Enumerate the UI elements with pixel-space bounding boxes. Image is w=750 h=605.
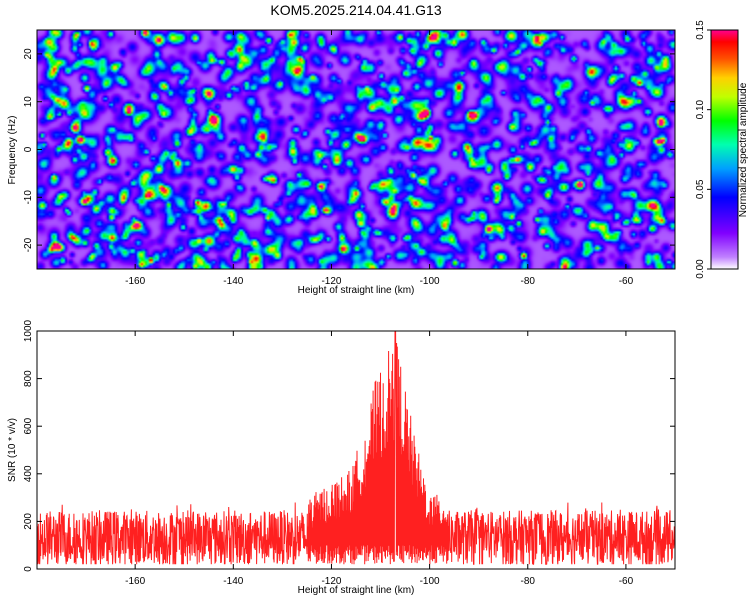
heatmap-x-tick-label: -120 bbox=[321, 276, 341, 287]
heatmap-x-tick-label: -80 bbox=[521, 276, 536, 287]
heatmap-image bbox=[37, 30, 675, 269]
colorbar-ticks: 0.00 0.05 0.10 0.15 bbox=[695, 20, 711, 279]
snr-x-tick-label: -160 bbox=[125, 576, 145, 587]
snr-series-line bbox=[37, 331, 675, 565]
snr-x-tick-label: -120 bbox=[321, 576, 341, 587]
heatmap-y-ticks: -20 -10 0 10 20 bbox=[23, 48, 675, 252]
heatmap-y-axis-label: Frequency (Hz) bbox=[7, 116, 18, 185]
snr-y-tick-label: 1000 bbox=[23, 319, 34, 342]
snr-y-tick-label: 200 bbox=[23, 513, 34, 530]
snr-x-ticks: -160 -140 -120 -100 -80 -60 bbox=[125, 331, 634, 587]
snr-y-ticks: 0 200 400 600 800 1000 bbox=[23, 319, 675, 572]
heatmap-y-tick-label: -20 bbox=[23, 237, 34, 252]
snr-panel: -160 -140 -120 -100 -80 -60 0 200 400 600 800 1000… bbox=[7, 319, 676, 596]
colorbar-label: Normalized spectral amplitude bbox=[738, 82, 749, 217]
heatmap-x-tick-label: -140 bbox=[223, 276, 243, 287]
snr-y-tick-label: 600 bbox=[23, 417, 34, 434]
colorbar-tick-label: 0.10 bbox=[695, 99, 706, 119]
snr-x-tick-label: -80 bbox=[521, 576, 536, 587]
colorbar-tick-label: 0.15 bbox=[695, 20, 706, 40]
snr-y-tick-label: 400 bbox=[23, 465, 34, 482]
colorbar-gradient bbox=[710, 29, 739, 270]
heatmap-x-tick-label: -60 bbox=[619, 276, 634, 287]
heatmap-y-tick-label: -10 bbox=[23, 190, 34, 205]
colorbar: 0.00 0.05 0.10 0.15 Normalized spectral amp… bbox=[695, 20, 749, 279]
snr-frame bbox=[36, 330, 676, 570]
snr-y-axis-label: SNR (10 * v/v) bbox=[7, 418, 18, 482]
figure-title: KOM5.2025.214.04.41.G13 bbox=[270, 2, 441, 18]
colorbar-tick-label: 0.05 bbox=[695, 179, 706, 199]
heatmap-x-tick-label: -100 bbox=[420, 276, 440, 287]
snr-x-axis-label: Height of straight line (km) bbox=[298, 585, 415, 596]
heatmap-x-axis-label: Height of straight line (km) bbox=[298, 285, 415, 296]
snr-y-tick-label: 0 bbox=[23, 566, 34, 572]
heatmap-y-tick-label: 0 bbox=[23, 146, 34, 152]
colorbar-tick-label: 0.00 bbox=[695, 259, 706, 279]
heatmap-y-tick-label: 10 bbox=[23, 96, 34, 108]
snr-x-tick-label: -100 bbox=[420, 576, 440, 587]
heatmap-x-ticks: -160 -140 -120 -100 -80 -60 bbox=[125, 30, 634, 287]
snr-x-tick-label: -60 bbox=[619, 576, 634, 587]
snr-x-tick-label: -140 bbox=[223, 576, 243, 587]
heatmap-x-tick-label: -160 bbox=[125, 276, 145, 287]
snr-y-tick-label: 800 bbox=[23, 370, 34, 387]
heatmap-y-tick-label: 20 bbox=[23, 48, 34, 60]
